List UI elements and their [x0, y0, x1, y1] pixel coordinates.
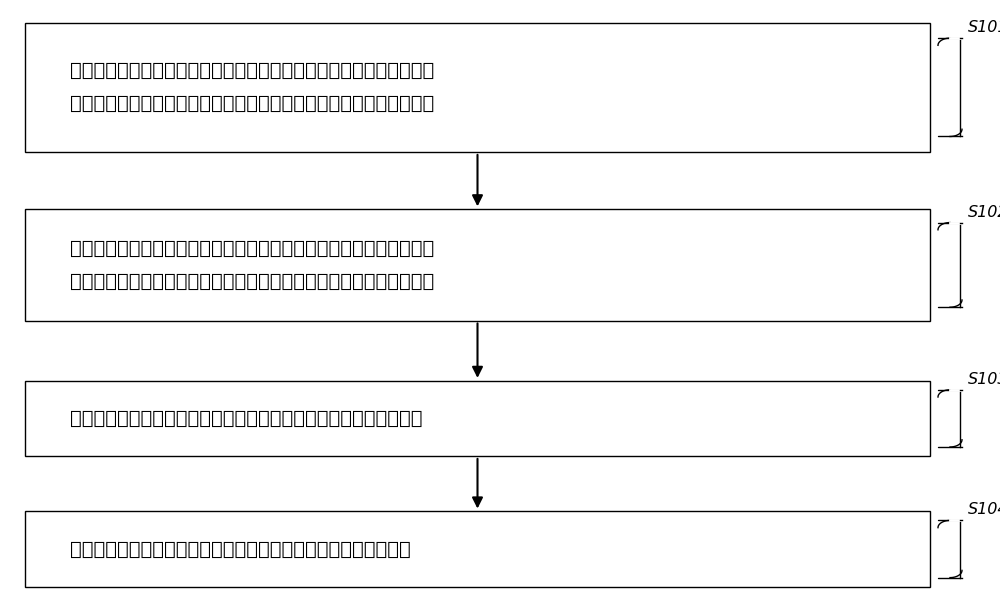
- Text: 在设定孔隙压力下，获取岩心在各个指定差应力时的第一纵波速度；并: 在设定孔隙压力下，获取岩心在各个指定差应力时的第一纵波速度；并: [70, 61, 434, 80]
- Text: S103: S103: [968, 372, 1000, 386]
- Bar: [25, 512, 930, 586]
- Text: S104: S104: [968, 503, 1000, 517]
- Text: 并获取所述第二纵波速度在所述设定差应力下随孔隙压力的第二变化率: 并获取所述第二纵波速度在所述设定差应力下随孔隙压力的第二变化率: [70, 272, 434, 291]
- Bar: [25, 381, 930, 456]
- Text: S102: S102: [968, 205, 1000, 220]
- Text: 在设定差应力下，获取所述岩心在各个指定孔隙压力时的第二纵波速度: 在设定差应力下，获取所述岩心在各个指定孔隙压力时的第二纵波速度: [70, 95, 434, 113]
- Text: 根据所述岩心的有效应力系数确定所述岩心所对应储层的地层压力: 根据所述岩心的有效应力系数确定所述岩心所对应储层的地层压力: [70, 539, 411, 559]
- Bar: [25, 23, 930, 152]
- Text: 根据所述第一变化率和所述第二变化率确定所述岩心的有效应力系数: 根据所述第一变化率和所述第二变化率确定所述岩心的有效应力系数: [70, 409, 422, 428]
- Text: S101: S101: [968, 20, 1000, 35]
- Text: 获取所述第一纵波速度在所述设定孔隙压力下随差应力的第一变化率；: 获取所述第一纵波速度在所述设定孔隙压力下随差应力的第一变化率；: [70, 239, 434, 258]
- Bar: [25, 209, 930, 320]
